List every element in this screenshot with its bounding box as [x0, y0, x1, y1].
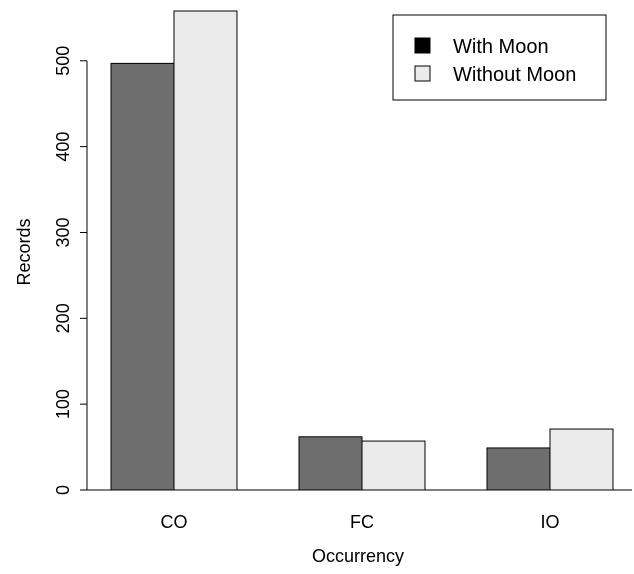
y-axis-title: Records	[14, 218, 34, 285]
category-label-co: CO	[161, 512, 188, 532]
category-label-fc: FC	[350, 512, 374, 532]
legend-swatch-without-moon	[414, 65, 431, 82]
bar-co-with-moon	[110, 62, 175, 491]
y-tick-label: 500	[53, 46, 73, 76]
bar-io-with-moon	[486, 447, 551, 491]
y-tick-label: 200	[53, 303, 73, 333]
legend-box	[392, 14, 607, 101]
category-label-io: IO	[540, 512, 559, 532]
legend: With Moon Without Moon	[392, 14, 607, 101]
y-tick-label: 400	[53, 132, 73, 162]
bar-fc-with-moon	[298, 436, 363, 491]
y-tick-label: 300	[53, 217, 73, 247]
legend-swatch-with-moon	[414, 37, 431, 54]
legend-label-with-moon: With Moon	[453, 36, 549, 58]
bar-fc-without-moon	[361, 440, 426, 491]
bars-group	[110, 10, 614, 491]
bar-io-without-moon	[549, 428, 614, 491]
x-axis-title: Occurrency	[312, 546, 404, 566]
bar-co-without-moon	[173, 10, 238, 491]
y-ticks-group: 0 100 200 300 400 500	[53, 46, 87, 495]
legend-label-without-moon: Without Moon	[453, 64, 576, 86]
y-tick-label: 0	[53, 485, 73, 495]
category-labels-group: CO FC IO	[161, 512, 560, 532]
y-tick-label: 100	[53, 389, 73, 419]
